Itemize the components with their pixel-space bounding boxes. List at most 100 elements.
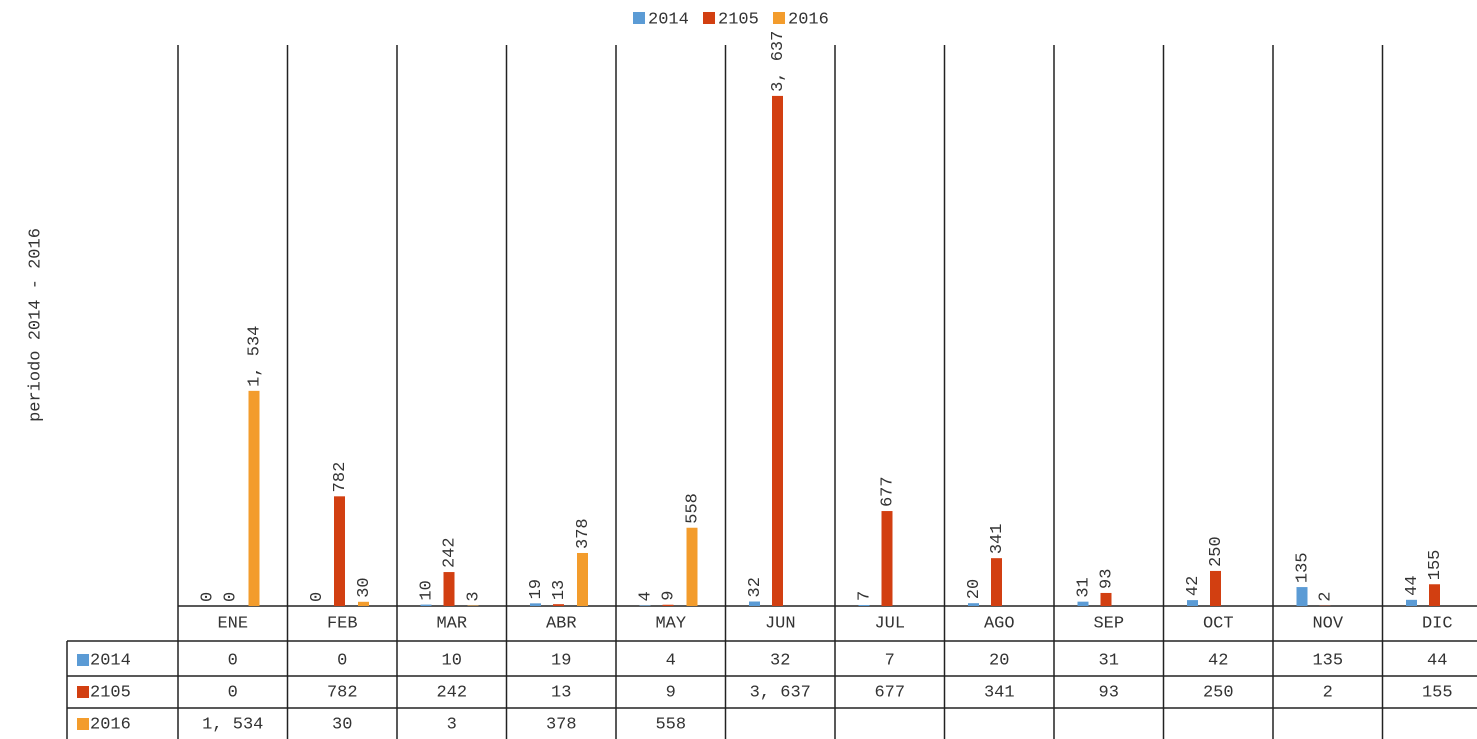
data-label: 10 [417,580,436,600]
table-cell: 155 [1422,683,1453,702]
data-label: 3 [464,591,483,601]
data-label: 19 [527,579,546,599]
table-cell: 13 [551,683,571,702]
bar [1210,570,1221,606]
data-label: 378 [574,518,593,549]
x-tick-label: JUL [874,614,905,633]
table-cell: 42 [1208,651,1228,670]
bar [662,604,674,606]
bar [1187,600,1198,606]
x-tick-label: JUN [765,614,796,633]
data-label: 31 [1074,577,1093,597]
x-tick-label: ABR [546,614,577,633]
y-axis-label: periodo 2014 - 2016 [26,228,45,422]
data-label: 250 [1207,536,1226,567]
data-label: 93 [1097,569,1116,589]
data-label: 32 [746,577,765,597]
bar [443,572,455,606]
bar [881,511,893,606]
table-cell: 250 [1203,683,1234,702]
table-cell: 341 [984,683,1015,702]
bar [420,604,432,606]
table-cell: 0 [228,651,238,670]
data-label: 30 [355,577,374,597]
bar [991,558,1002,606]
bar [1429,584,1440,606]
x-tick-label: FEB [327,614,358,633]
x-tick-label: ENE [217,614,248,633]
table-cell: 44 [1427,651,1447,670]
data-label: 3, 637 [769,31,788,92]
table-cell: 7 [885,651,895,670]
bar [749,601,760,606]
data-label: 44 [1403,575,1422,595]
bar [639,605,651,606]
table-cell: 242 [436,683,467,702]
table-cell: 135 [1312,651,1343,670]
table-cell: 3, 637 [750,683,811,702]
data-label: 2 [1316,592,1335,602]
x-tick-label: MAR [436,614,467,633]
table-cell: 378 [546,715,577,734]
table-row-label: 2016 [90,715,131,734]
legend-label: 2014 [648,10,689,29]
bar [553,604,564,606]
table-cell: 93 [1099,683,1119,702]
bar [358,601,369,606]
bar [334,496,345,606]
table-cell: 1, 534 [202,715,263,734]
data-label: 13 [550,580,569,600]
x-tick-label: DIC [1422,614,1453,633]
data-label: 135 [1293,552,1312,583]
table-row-label: 2105 [90,683,131,702]
table-row-label: 2014 [90,651,131,670]
data-label: 0 [308,592,327,602]
data-label: 9 [659,591,678,601]
bar [858,605,870,606]
bar [248,390,260,606]
table-cell: 10 [442,651,462,670]
x-tick-label: NOV [1312,614,1343,633]
data-label: 1, 534 [245,326,264,387]
data-label: 242 [440,537,459,568]
table-cell: 2 [1323,683,1333,702]
legend-swatch [633,12,645,24]
legend-swatch [773,12,785,24]
bar [968,603,979,606]
table-cell: 677 [874,683,905,702]
table-swatch [77,686,89,698]
data-label: 20 [965,579,984,599]
table-swatch [77,718,89,730]
bar [1077,601,1089,606]
x-tick-label: MAY [655,614,686,633]
data-label: 4 [636,591,655,601]
table-cell: 4 [666,651,676,670]
bar [1100,592,1112,606]
x-tick-label: OCT [1203,614,1234,633]
data-label: 0 [221,592,240,602]
table-cell: 19 [551,651,571,670]
data-label: 7 [855,591,874,601]
table-cell: 0 [337,651,347,670]
bar [1296,587,1308,606]
legend-label: 2105 [718,10,759,29]
table-cell: 20 [989,651,1009,670]
table-swatch [77,654,89,666]
x-tick-label: SEP [1093,614,1124,633]
table-cell: 0 [228,683,238,702]
legend-swatch [703,12,715,24]
data-label: 155 [1426,550,1445,581]
table-cell: 9 [666,683,676,702]
data-label: 341 [988,524,1007,555]
table-cell: 3 [447,715,457,734]
table-cell: 31 [1099,651,1119,670]
bar [530,603,541,606]
table-cell: 32 [770,651,790,670]
data-label: 0 [198,592,217,602]
data-label: 677 [878,476,897,507]
legend-label: 2016 [788,10,829,29]
table-cell: 558 [655,715,686,734]
bar [772,95,783,606]
x-tick-label: AGO [984,614,1015,633]
